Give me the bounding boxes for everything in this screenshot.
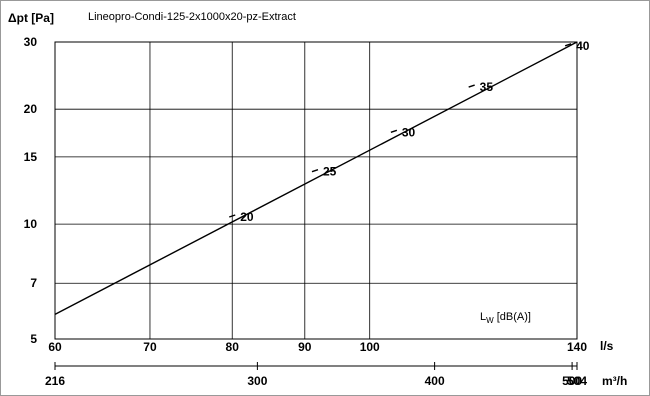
x2-tick-400: 400 bbox=[425, 374, 445, 388]
y-tick-30: 30 bbox=[24, 35, 38, 49]
sound-tick-35 bbox=[468, 84, 475, 88]
x2-tick-300: 300 bbox=[247, 374, 267, 388]
sound-marks: 20 25 30 35 40 bbox=[229, 39, 590, 224]
x-tick-labels: 60 70 80 90 100 140 bbox=[48, 340, 587, 354]
x-tick-80: 80 bbox=[226, 340, 240, 354]
x2-tick-504: 504 bbox=[567, 374, 587, 388]
x-tick-60: 60 bbox=[48, 340, 62, 354]
y-tick-labels: 5 7 10 15 20 30 bbox=[24, 35, 38, 346]
sound-tick-20 bbox=[229, 214, 236, 218]
y-tick-20: 20 bbox=[24, 102, 38, 116]
y-axis-label: Δpt [Pa] bbox=[8, 11, 54, 25]
sound-label-25: 25 bbox=[323, 165, 337, 179]
sound-level-legend-suffix: [dB(A)] bbox=[494, 311, 531, 323]
plot-frame bbox=[54, 41, 578, 340]
series-line-0 bbox=[54, 41, 578, 316]
sound-label-30: 30 bbox=[402, 125, 416, 139]
y-tick-5: 5 bbox=[30, 332, 37, 346]
sound-label-35: 35 bbox=[480, 80, 494, 94]
chart-title: Lineopro-Condi-125-2x1000x20-pz-Extract bbox=[88, 11, 296, 23]
sound-level-legend: LW [dB(A)] bbox=[480, 311, 531, 325]
x2-tick-500: 500 bbox=[562, 374, 582, 388]
sound-label-40: 40 bbox=[576, 39, 590, 53]
sound-tick-25 bbox=[311, 169, 319, 173]
sound-label-20: 20 bbox=[240, 210, 254, 224]
x-tick-100: 100 bbox=[360, 340, 380, 354]
x2-unit-label: m³/h bbox=[602, 374, 627, 388]
y-tick-15: 15 bbox=[24, 150, 38, 164]
x-unit-label: l/s bbox=[600, 339, 614, 353]
x-tick-140: 140 bbox=[567, 340, 587, 354]
y-tick-10: 10 bbox=[24, 217, 38, 231]
series-group bbox=[54, 41, 578, 316]
y-tick-7: 7 bbox=[30, 276, 37, 290]
x2-tick-216: 216 bbox=[45, 374, 65, 388]
x-tick-70: 70 bbox=[143, 340, 157, 354]
sound-tick-40 bbox=[564, 43, 572, 47]
sound-level-legend-sub: W bbox=[486, 316, 494, 325]
sound-level-legend-prefix: L bbox=[480, 311, 486, 323]
sound-tick-30 bbox=[390, 129, 398, 134]
x-tick-90: 90 bbox=[298, 340, 312, 354]
grid bbox=[54, 41, 578, 340]
